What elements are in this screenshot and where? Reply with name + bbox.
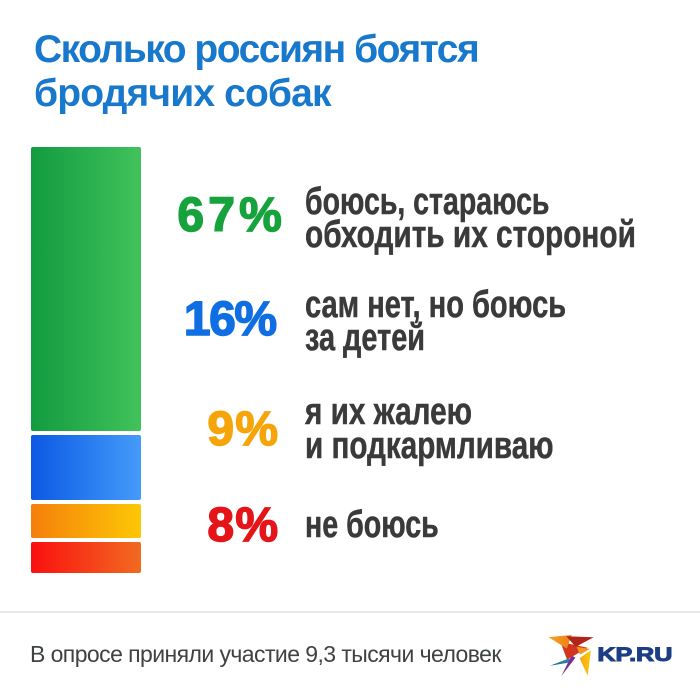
svg-text:KP.RU: KP.RU: [597, 644, 672, 666]
